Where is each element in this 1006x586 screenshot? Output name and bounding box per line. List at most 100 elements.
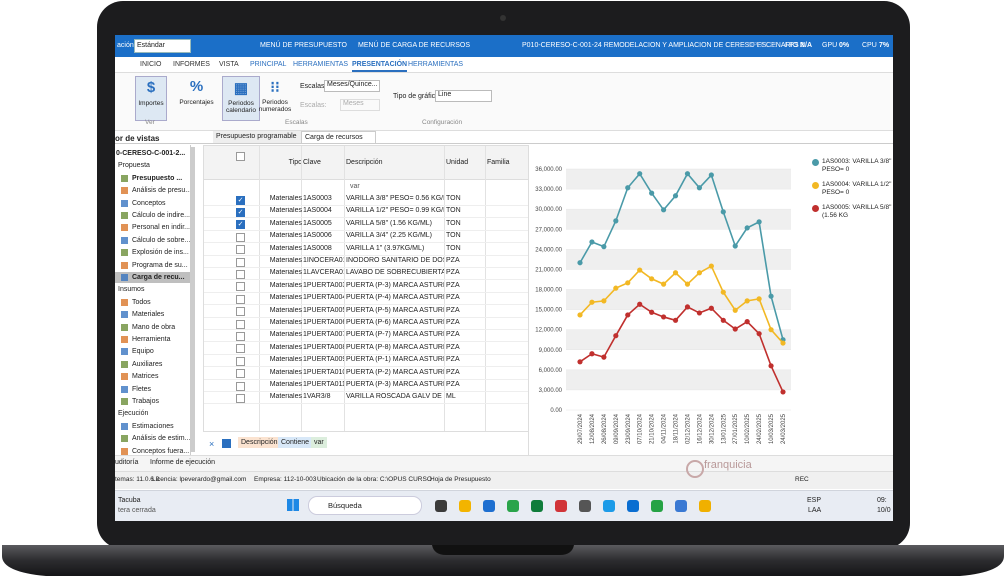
row-checkbox[interactable]: ✓ xyxy=(236,195,245,205)
sidebar-item[interactable]: Matrices xyxy=(132,373,159,381)
sidebar-item[interactable]: Auxiliares xyxy=(132,360,163,368)
sidebar-item[interactable]: Todos xyxy=(132,298,151,306)
filter-chip[interactable]: var xyxy=(311,437,327,448)
column-header[interactable]: Descripción xyxy=(346,159,383,166)
ribbon-button[interactable]: ▦ Periodos calendario xyxy=(222,76,260,121)
sidebar-item[interactable]: Análisis de presu... xyxy=(132,187,191,195)
header-checkbox[interactable] xyxy=(236,152,245,161)
status-version: temas: 11.0.6.0 xyxy=(115,476,160,483)
sidebar-item[interactable]: Cálculo de indire... xyxy=(132,212,190,219)
column-header[interactable]: Tipo xyxy=(288,159,302,166)
row-checkbox[interactable] xyxy=(236,245,245,255)
row-checkbox[interactable] xyxy=(236,331,245,341)
column-header[interactable]: Familia xyxy=(487,159,510,166)
taskbar-app[interactable] xyxy=(627,500,639,512)
taskbar-app[interactable] xyxy=(435,500,447,512)
scale-dropdown[interactable]: Meses/Quince... xyxy=(324,80,380,92)
x-tick-label: 18/11/2024 xyxy=(674,413,680,443)
column-header[interactable]: Unidad xyxy=(446,159,469,166)
sidebar-item[interactable]: Cálculo de sobre... xyxy=(132,236,191,244)
row-checkbox[interactable] xyxy=(236,307,245,317)
filter-check[interactable] xyxy=(222,439,231,448)
cell-clave: 1PUERTA011 xyxy=(303,381,344,388)
start-button[interactable] xyxy=(287,499,299,511)
menu-budget[interactable]: MENÚ DE PRESUPUESTO xyxy=(260,42,347,49)
row-checkbox[interactable] xyxy=(236,232,245,242)
row-checkbox[interactable] xyxy=(236,269,245,279)
search-box[interactable] xyxy=(308,496,422,515)
sidebar-item[interactable]: Fletes xyxy=(132,385,152,393)
sidebar-item[interactable]: Ejecución xyxy=(118,410,149,418)
sidebar-item[interactable]: Personal en indir... xyxy=(132,224,190,232)
taskbar-app[interactable] xyxy=(651,500,663,512)
row-checkbox[interactable] xyxy=(236,381,245,391)
legend-label[interactable]: 1AS0004: VARILLA 1/2" PESO= 0 xyxy=(822,181,892,196)
status-rec[interactable]: REC xyxy=(795,476,809,483)
bottom-tab[interactable]: Informe de ejecución xyxy=(150,459,215,466)
sidebar-item[interactable]: Programa de su... xyxy=(132,261,188,269)
row-checkbox[interactable] xyxy=(236,393,245,403)
sidebar-item[interactable]: Trabajos xyxy=(132,398,159,405)
sidebar-item[interactable]: Mano de obra xyxy=(132,323,176,331)
ribbon-tab[interactable]: HERRAMIENTAS xyxy=(408,61,464,68)
ribbon-button[interactable]: $ Importes xyxy=(135,76,167,121)
sidebar-item[interactable]: Explosión de ins... xyxy=(132,249,189,257)
row-checkbox[interactable] xyxy=(236,319,245,329)
doc-tab[interactable]: Presupuesto programable xyxy=(213,131,302,143)
sidebar-item[interactable]: 0-CERESO-C-001-2... xyxy=(116,150,186,157)
button-icon: % xyxy=(189,78,204,95)
taskbar-app[interactable] xyxy=(603,500,615,512)
column-header[interactable]: Clave xyxy=(303,159,321,166)
bottom-tab[interactable]: uditoría xyxy=(115,459,139,466)
row-checkbox[interactable] xyxy=(236,257,245,267)
row-checkbox[interactable]: ✓ xyxy=(236,207,245,217)
taskbar-app[interactable] xyxy=(531,500,543,512)
ribbon-button[interactable]: % Porcentajes xyxy=(175,76,218,119)
sidebar-item[interactable]: Análisis de estim... xyxy=(132,435,191,443)
sidebar-item[interactable]: Propuesta xyxy=(118,162,150,170)
filter-chip[interactable]: Contiene xyxy=(278,437,313,448)
filter-close[interactable]: × xyxy=(209,439,215,449)
row-checkbox[interactable] xyxy=(236,282,245,292)
cell-unidad: PZA xyxy=(446,381,460,388)
legend-label[interactable]: 1AS0005: VARILLA 5/8" (1.56 KG xyxy=(822,204,892,219)
ribbon-tab[interactable]: HERRAMIENTAS xyxy=(293,61,349,68)
taskbar-app[interactable] xyxy=(579,500,591,512)
ribbon-tab[interactable]: PRESENTACIÓN xyxy=(352,61,408,72)
chart-type-dropdown[interactable]: Line xyxy=(435,90,492,102)
ribbon-tab[interactable]: VISTA xyxy=(219,61,239,68)
sidebar-item[interactable]: Insumos xyxy=(118,286,145,294)
row-checkbox[interactable]: ✓ xyxy=(236,220,245,230)
sidebar-item[interactable]: Estimaciones xyxy=(132,422,174,430)
filter-chip[interactable]: Descripción xyxy=(238,437,281,448)
sidebar-item[interactable]: Conceptos xyxy=(132,199,166,207)
row-checkbox[interactable] xyxy=(236,294,245,304)
ribbon-tab[interactable]: INICIO xyxy=(140,61,162,68)
sidebar: 0-CERESO-C-001-2... Propuesta Presupuesto … xyxy=(115,145,191,455)
sidebar-item[interactable]: Herramienta xyxy=(132,336,171,343)
taskbar-app[interactable] xyxy=(507,500,519,512)
bottom-strip xyxy=(115,455,893,471)
taskbar-app[interactable] xyxy=(459,500,471,512)
ribbon-button[interactable]: ⁝⁝ Periodos numerados xyxy=(257,76,293,119)
legend-label[interactable]: 1AS0003: VARILLA 3/8" PESO= 0 xyxy=(822,158,892,173)
view-dropdown[interactable]: Estándar xyxy=(134,39,191,53)
sidebar-item[interactable]: Presupuesto ... xyxy=(132,174,183,182)
taskbar-app[interactable] xyxy=(675,500,687,512)
taskbar-app[interactable] xyxy=(699,500,711,512)
row-checkbox[interactable] xyxy=(236,356,245,366)
sidebar-item[interactable]: Materiales xyxy=(132,311,165,319)
taskbar-app[interactable] xyxy=(555,500,567,512)
doc-tab[interactable]: Carga de recursos xyxy=(301,131,376,144)
data-point xyxy=(660,207,667,213)
sidebar-item[interactable]: Conceptos fuera... xyxy=(132,447,190,455)
sidebar-item[interactable]: Equipo xyxy=(132,348,154,356)
ribbon-tab[interactable]: PRINCIPAL xyxy=(250,61,287,68)
row-checkbox[interactable] xyxy=(236,369,245,379)
ribbon-tab[interactable]: INFORMES xyxy=(173,61,210,68)
row-checkbox[interactable] xyxy=(236,344,245,354)
menu-resources[interactable]: MENÚ DE CARGA DE RECURSOS xyxy=(358,42,471,49)
taskbar-app[interactable] xyxy=(483,500,495,512)
sidebar-item[interactable]: Carga de recu... xyxy=(115,272,190,283)
data-point xyxy=(732,326,738,332)
